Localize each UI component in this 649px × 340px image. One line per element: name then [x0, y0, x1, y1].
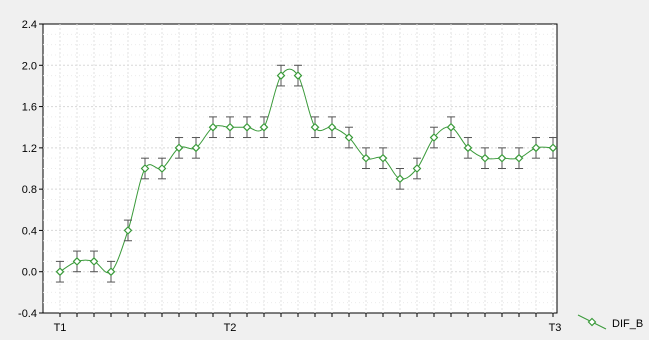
- legend: DIF_B: [577, 314, 643, 330]
- data-point: [55, 267, 65, 277]
- y-tick-label: 2.0: [22, 60, 37, 72]
- data-point: [123, 226, 133, 235]
- data-point: [225, 122, 235, 132]
- data-point: [378, 153, 388, 163]
- data-point: [174, 143, 184, 153]
- y-tick-label: 1.2: [22, 143, 37, 155]
- data-point: [395, 174, 405, 184]
- y-tick-label: -0.4: [18, 308, 37, 320]
- data-point: [446, 122, 456, 132]
- data-point: [140, 164, 150, 173]
- data-point: [429, 133, 439, 142]
- y-tick-label: 0.4: [22, 225, 37, 237]
- x-tick-label: T3: [549, 322, 562, 334]
- y-tick-label: 0.8: [22, 184, 37, 196]
- data-point: [89, 257, 99, 266]
- data-point: [531, 143, 541, 153]
- x-tick-label: T1: [54, 322, 67, 334]
- y-tick-label: 2.4: [22, 19, 37, 31]
- data-point: [412, 164, 422, 173]
- data-point: [106, 267, 116, 277]
- legend-marker: [587, 317, 597, 327]
- y-tick-label: 1.6: [22, 102, 37, 114]
- data-point: [548, 143, 558, 153]
- x-tick-label: T2: [224, 322, 237, 334]
- data-point: [514, 153, 524, 163]
- data-point: [276, 71, 286, 80]
- legend-label: DIF_B: [612, 318, 643, 330]
- data-point: [344, 133, 354, 142]
- data-point: [259, 122, 269, 132]
- data-point: [361, 153, 371, 163]
- data-point: [208, 122, 218, 132]
- data-point: [242, 122, 252, 132]
- data-point: [327, 122, 337, 132]
- axes: -0.4 0.0 0.4 0.8 1.2 1.6 2.0 2.4 T1 T2 T3: [18, 19, 561, 334]
- data-point: [293, 71, 303, 80]
- series-layer: [55, 64, 558, 283]
- data-point: [463, 143, 473, 153]
- data-point: [497, 153, 507, 163]
- grid-lines: [43, 24, 557, 313]
- data-point: [191, 143, 201, 153]
- data-point: [157, 164, 167, 173]
- data-point: [310, 122, 320, 132]
- data-point: [480, 153, 490, 163]
- data-point: [72, 257, 82, 266]
- y-tick-label: 0.0: [22, 267, 37, 279]
